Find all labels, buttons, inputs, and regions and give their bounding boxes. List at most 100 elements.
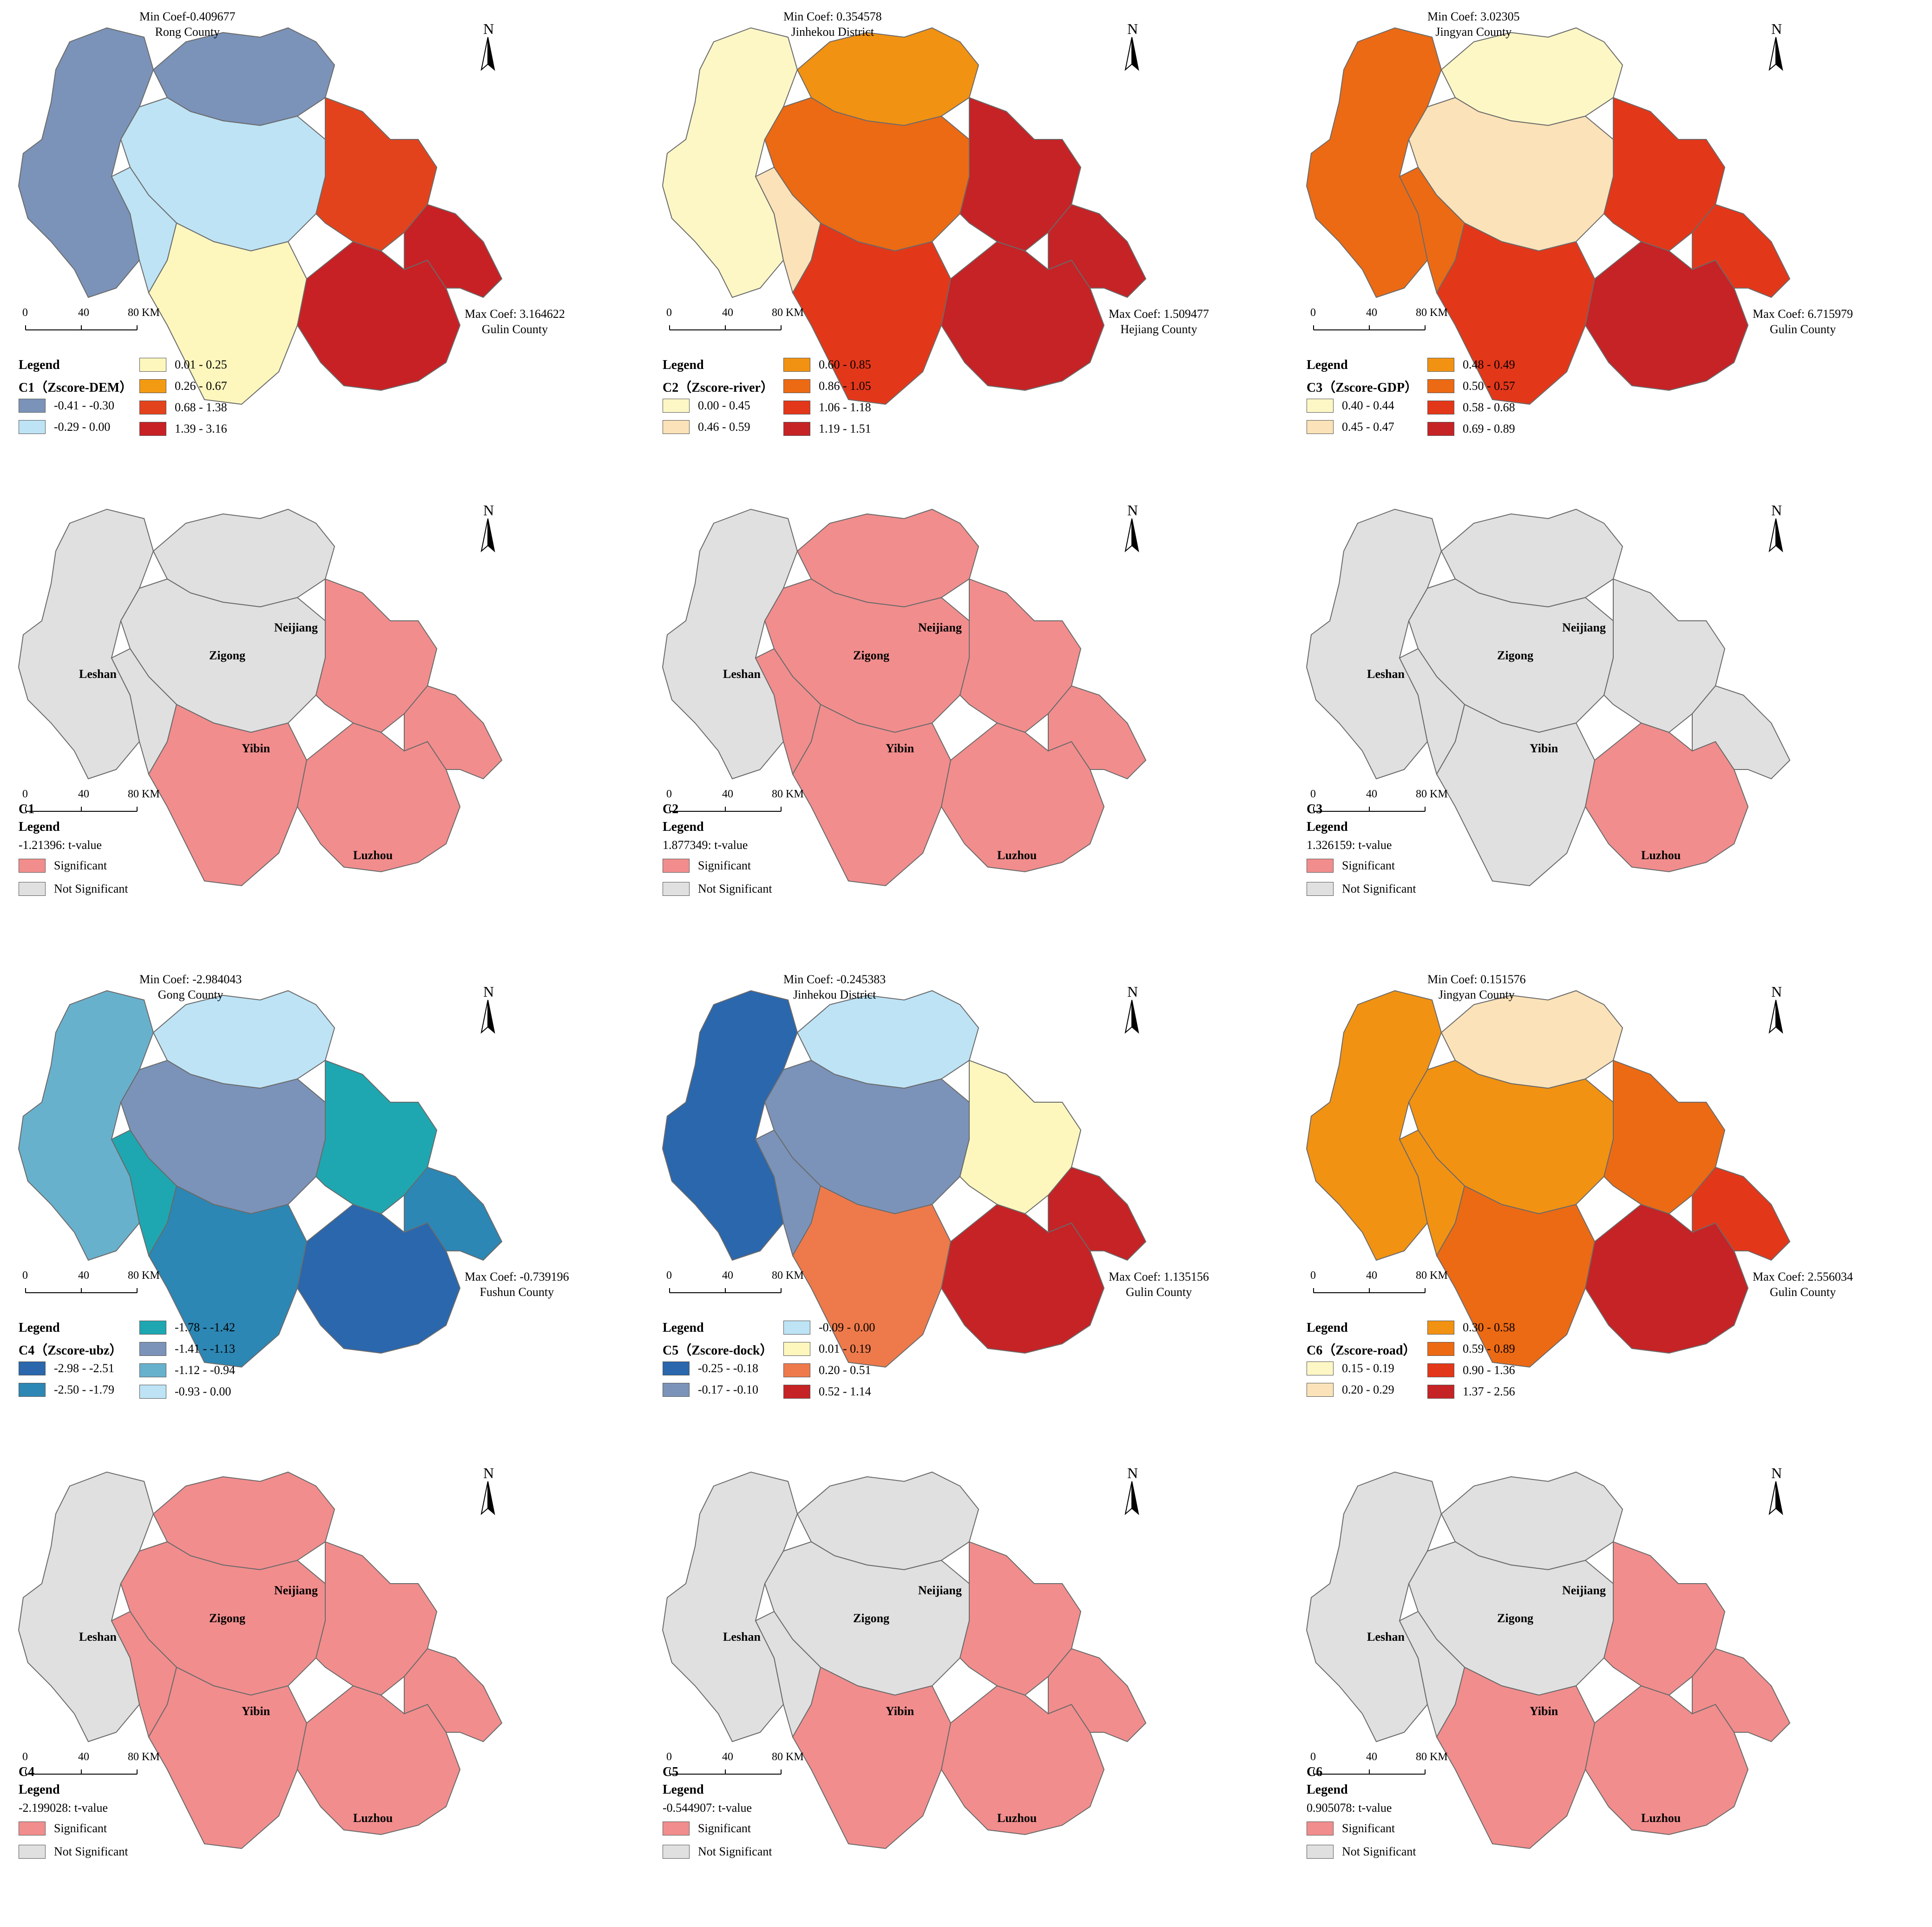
annotation-line: Rong County <box>155 25 220 39</box>
north-label: N <box>1771 983 1782 1000</box>
legend-heading: Legend <box>19 1321 60 1335</box>
legend-title: C2（Zscore-river） <box>663 381 774 395</box>
legend-class: 0.59 - 0.89 <box>1427 1342 1515 1356</box>
legend-class: -0.09 - 0.00 <box>783 1321 875 1335</box>
legend-class: 0.01 - 0.19 <box>783 1342 871 1356</box>
scale-tick-label: 40 <box>78 788 89 800</box>
legend-swatch <box>783 1385 810 1399</box>
north-arrow-icon <box>1768 37 1783 71</box>
scale-bar <box>1313 1769 1426 1775</box>
min-coef-annotation: Min Coef-0.409677 Rong County <box>139 9 236 39</box>
north-arrow-icon <box>1768 1481 1783 1515</box>
legend-class-label: 1.06 - 1.18 <box>819 401 871 414</box>
legend-class: 0.20 - 0.29 <box>1307 1383 1394 1397</box>
region-gulin <box>940 1685 1105 1835</box>
legend-class-label: -1.41 - -1.13 <box>175 1342 235 1355</box>
annotation-line: Gulin County <box>1125 1285 1192 1299</box>
north-arrow-icon <box>1124 1000 1139 1034</box>
region-east <box>1603 97 1726 252</box>
city-label: Yibin <box>242 742 270 755</box>
city-label: Neijiang <box>918 621 962 634</box>
north-arrow-icon <box>1768 518 1783 552</box>
region-gulin <box>1584 1204 1749 1354</box>
panel-id: C6 <box>1307 1765 1323 1779</box>
legend-heading: Legend <box>19 1782 60 1797</box>
north-arrow-icon <box>1768 1000 1783 1034</box>
legend-label: Significant <box>54 859 107 872</box>
city-label: Leshan <box>1367 667 1405 681</box>
city-label: Leshan <box>79 667 117 681</box>
region-east <box>315 578 438 733</box>
legend-significant: Significant <box>19 859 107 873</box>
coef-panel: 0 40 80 KM N Legend C5（Zscore-dock） -0.25 - -0… <box>644 963 1288 1444</box>
significance-map <box>1306 1471 1791 1849</box>
city-label: Luzhou <box>1641 1811 1681 1825</box>
legend-swatch <box>1307 420 1334 434</box>
scale-tick-label: 0 <box>666 1269 672 1282</box>
legend-class: 0.52 - 1.14 <box>783 1385 871 1399</box>
city-label: Neijiang <box>274 1584 318 1597</box>
min-coef-annotation: Min Coef: 3.02305 Jingyan County <box>1427 9 1520 39</box>
region-west <box>662 508 798 780</box>
legend-swatch <box>663 882 690 896</box>
scale-bar <box>1313 325 1426 330</box>
legend-class-label: 0.69 - 0.89 <box>1463 422 1515 435</box>
legend-heading: Legend <box>1307 1321 1348 1335</box>
legend-swatch <box>783 1321 810 1335</box>
legend-class-label: -0.17 - -0.10 <box>698 1383 758 1396</box>
city-label: Luzhou <box>353 848 393 862</box>
annotation-line: Max Coef: 2.556034 <box>1753 1270 1853 1283</box>
significance-panel: 0 40 80 KM N Neijiang Zigong Leshan Yibin Luzhou… <box>644 1444 1288 1926</box>
legend-class: -1.41 - -1.13 <box>139 1342 235 1356</box>
coef-panel: 0 40 80 KM N Legend C6（Zscore-road） 0.15 - 0.1… <box>1288 963 1932 1444</box>
legend-class: 0.01 - 0.25 <box>139 358 227 372</box>
region-east <box>1603 1059 1726 1215</box>
annotation-line: Min Coef: -2.984043 <box>139 973 242 986</box>
scale-tick-label: 0 <box>666 788 672 800</box>
legend-class-label: 0.01 - 0.25 <box>175 358 227 371</box>
annotation-line: Fushun County <box>480 1285 554 1299</box>
annotation-line: Min Coef-0.409677 <box>139 10 236 23</box>
legend-class-label: -0.09 - 0.00 <box>819 1321 875 1334</box>
annotation-line: Gulin County <box>481 322 548 336</box>
scale-tick-label: 80 KM <box>1416 788 1448 800</box>
legend-class-label: -0.25 - -0.18 <box>698 1361 758 1375</box>
north-arrow-icon <box>1124 518 1139 552</box>
scale-tick-label: 80 KM <box>1416 1751 1448 1763</box>
legend-swatch <box>663 399 690 413</box>
panel-id: C1 <box>19 802 35 816</box>
scale-tick-label: 80 KM <box>1416 307 1448 319</box>
legend-class: -2.98 - -2.51 <box>19 1361 114 1375</box>
legend-title: C6（Zscore-road） <box>1307 1343 1416 1358</box>
region-far_east <box>404 1648 503 1743</box>
legend-label: Significant <box>1342 859 1395 872</box>
legend-class: -0.17 - -0.10 <box>663 1383 758 1397</box>
city-label: Leshan <box>79 1630 117 1644</box>
region-south <box>148 1666 308 1849</box>
city-label: Zigong <box>1497 649 1534 662</box>
significance-map <box>18 1471 503 1849</box>
legend-swatch <box>663 420 690 434</box>
legend-heading: Legend <box>1307 820 1348 834</box>
legend-class-label: 0.01 - 0.19 <box>819 1342 871 1355</box>
scale-bar <box>669 325 782 330</box>
max-coef-annotation: Max Coef: 1.135156 Gulin County <box>1109 1269 1209 1300</box>
region-west <box>662 1471 798 1743</box>
legend-class-label: 0.15 - 0.19 <box>1342 1361 1394 1375</box>
legend-class-label: -1.78 - -1.42 <box>175 1321 235 1334</box>
north-arrow-icon <box>480 1481 495 1515</box>
region-east <box>315 1541 438 1696</box>
legend-class: 0.58 - 0.68 <box>1427 401 1515 414</box>
scale-tick-label: 0 <box>1310 1269 1316 1282</box>
scale-tick-label: 80 KM <box>772 1269 804 1282</box>
scale-tick-label: 80 KM <box>128 307 160 319</box>
region-east <box>1603 578 1726 733</box>
scale-tick-label: 40 <box>1366 788 1377 800</box>
legend-title: C3（Zscore-GDP） <box>1307 381 1418 395</box>
region-west <box>18 27 154 298</box>
north-label: N <box>483 1465 494 1481</box>
legend-class: 0.46 - 0.59 <box>663 420 750 434</box>
scale-bar <box>1313 1288 1426 1293</box>
legend-class-label: 0.00 - 0.45 <box>698 399 750 412</box>
legend-label: Not Significant <box>1342 882 1416 895</box>
